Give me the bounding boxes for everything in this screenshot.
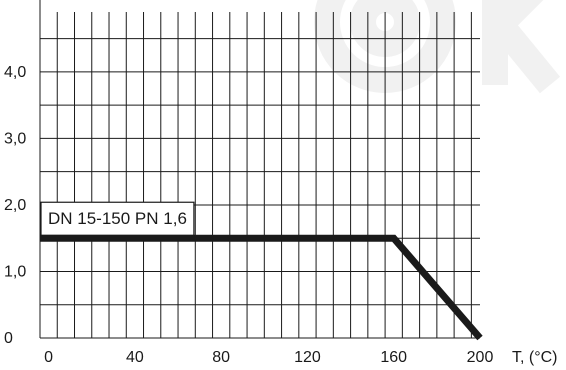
series-line [40, 234, 483, 341]
annotation-text: DN 15-150 PN 1,6 [48, 209, 187, 228]
y-tick-label: 2,0 [4, 197, 26, 214]
annotation-label: DN 15-150 PN 1,6 [40, 201, 195, 236]
x-tick-label: 80 [212, 349, 230, 366]
x-tick-label: 40 [126, 349, 144, 366]
x-tick-label: 0 [44, 349, 53, 366]
annotations: DN 15-150 PN 1,6 [40, 201, 195, 236]
series-layer [40, 234, 483, 341]
x-axis-label: T, (°C) [512, 349, 558, 366]
x-tick-label: 120 [294, 349, 321, 366]
y-tick-label: 3,0 [4, 130, 26, 147]
annotation-box [40, 201, 195, 236]
x-tick-label: 200 [467, 349, 494, 366]
y-tick-label: 1,0 [4, 263, 26, 280]
axes: 0 1,0 2,0 3,0 4,0 0 40 80 120 160 200 T, (°C) [4, 64, 558, 366]
y-tick-label: 0 [4, 330, 13, 347]
grid [39, 0, 480, 339]
x-tick-label: 160 [380, 349, 407, 366]
y-tick-label: 4,0 [4, 64, 26, 81]
